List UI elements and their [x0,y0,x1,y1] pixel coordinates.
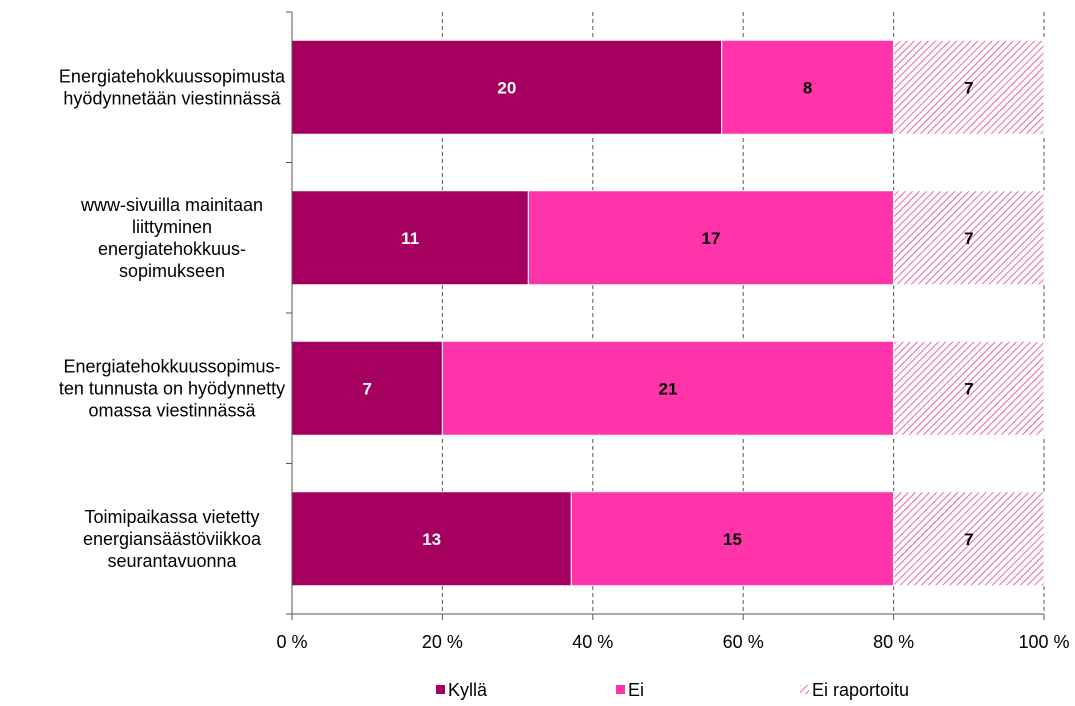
bar-2-kyllä [291,190,529,286]
category-labels: Energiatehokkuussopimusta hyödynnetään vi… [59,66,286,571]
legend-label-3: Ei raportoitu [812,680,909,700]
x-tick-label-1: 20 % [422,632,463,652]
axes [286,11,1045,620]
x-tick-label-0: 0 % [276,632,307,652]
bar-3-ei [441,340,895,436]
bar-value-label-4-3: 7 [964,530,973,549]
bar-1-kyllä [291,39,723,135]
legend: Kyllä Ei Ei raportoitu [436,680,909,700]
bar-4-ei [570,491,895,587]
legend-swatch-1 [436,685,445,694]
x-tick-label-3: 60 % [723,632,764,652]
bar-3-kyllä [291,340,443,436]
legend-label-2: Ei [628,680,644,700]
legend-swatch-2 [616,685,625,694]
bar-1-ei-raportoitu [893,39,1045,135]
category-label-3: Energiatehokkuussopimus-ten tunnusta on … [59,356,285,420]
bar-value-label-2-3: 7 [964,229,973,248]
x-tick-labels: 0 % 20 % 40 % 60 % 80 % 100 % [276,632,1069,652]
category-label-1: Energiatehokkuussopimusta hyödynnetään vi… [59,66,286,108]
bar-4-kyllä [291,491,572,587]
legend-label-1: Kyllä [448,680,488,700]
bar-value-label-4-1: 13 [422,530,441,549]
bar-value-label-3-1: 7 [362,379,371,398]
category-label-2: www-sivuilla mainitaan liittyminen energia… [80,195,263,281]
bar-value-label-2-2: 17 [702,229,721,248]
bar-value-label-3-2: 21 [659,379,678,398]
bar-value-label-4-2: 15 [723,530,742,549]
bar-4-ei-raportoitu [893,491,1045,587]
bars: 20 8 7 11 17 7 7 21 7 13 15 7 [291,39,1045,587]
bar-value-label-1-1: 20 [497,78,516,97]
bar-3-ei-raportoitu [893,340,1045,436]
bar-2-ei [527,190,895,286]
x-tick-label-5: 100 % [1018,632,1069,652]
x-tick-label-4: 80 % [873,632,914,652]
bar-2-ei-raportoitu [893,190,1045,286]
legend-swatch-3 [800,685,809,694]
bar-value-label-1-3: 7 [964,78,973,97]
bar-value-label-3-3: 7 [964,379,973,398]
category-label-4: Toimipaikassa vietetty energiansäästöviik… [83,507,262,571]
x-tick-label-2: 40 % [572,632,613,652]
bar-value-label-2-1: 11 [401,229,419,248]
bar-value-label-1-2: 8 [803,78,812,97]
